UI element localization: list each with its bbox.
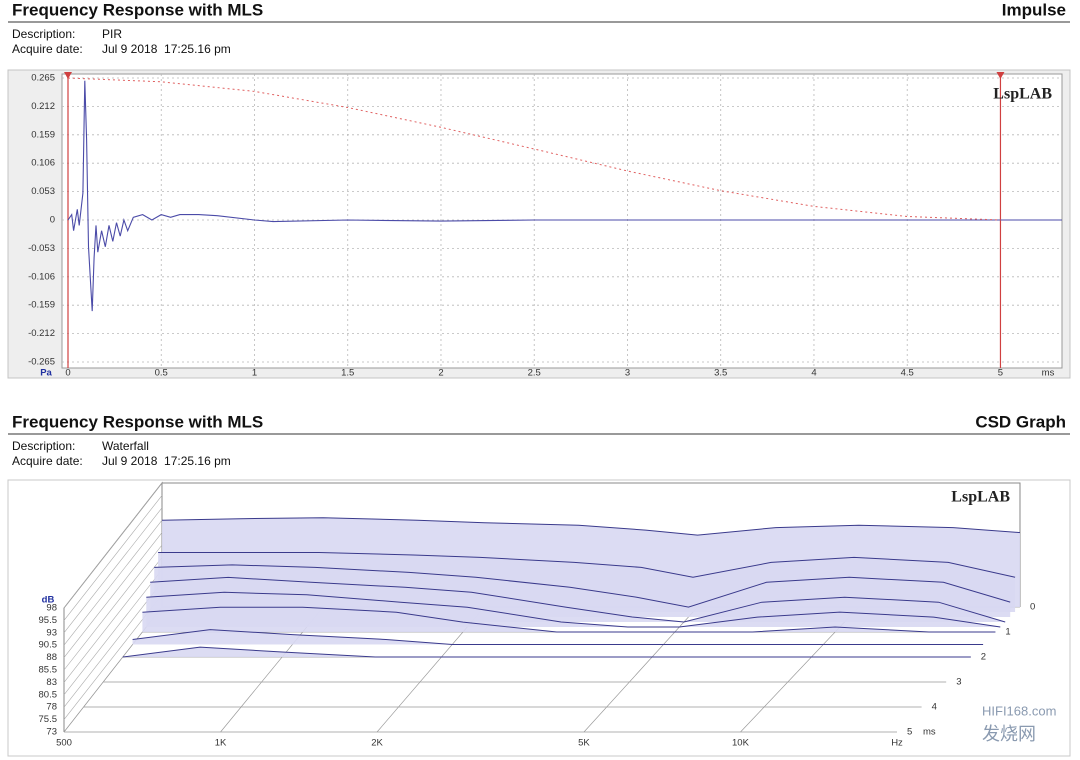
y-tick-label: 75.5 [39, 714, 58, 725]
panel-title: Frequency Response with MLS [12, 412, 263, 431]
y-tick-label: 93 [46, 627, 57, 638]
y-tick-label: -0.265 [28, 357, 55, 368]
y-tick-label: -0.106 [28, 271, 55, 282]
impulse-plot-area [61, 73, 1063, 369]
x-tick-label: 2K [371, 738, 383, 749]
series-line [67, 77, 1001, 221]
cursor-handle [64, 72, 72, 79]
date: Jul 9 2018 17:25.16 pm [102, 42, 231, 56]
slice-line [142, 606, 996, 633]
graph-name: CSD Graph [975, 412, 1066, 431]
y-tick-label: 73 [46, 727, 57, 738]
y-tick-label: 0.053 [31, 186, 55, 197]
z-tick-label: 2 [981, 652, 986, 663]
x-tick-label: 4 [811, 368, 816, 379]
x-tick-label: 5K [578, 738, 590, 749]
x-tick-label: 1.5 [341, 368, 354, 379]
wall-grid-line [63, 582, 163, 708]
x-tick-label: 0 [65, 368, 70, 379]
graph-name: Impulse [1002, 0, 1066, 19]
wall-grid-line [63, 495, 163, 621]
logo: LspLAB [951, 489, 1010, 506]
slice-line [132, 629, 984, 645]
x-tick-label: 2 [438, 368, 443, 379]
watermark-url: HIFI168.com [982, 703, 1056, 718]
y-tick-label: 0.212 [31, 101, 55, 112]
z-tick-label: 0 [1030, 602, 1035, 613]
y-axis-unit: dB [42, 595, 55, 606]
x-tick-label: 3.5 [714, 368, 727, 379]
x-tick-label: 3 [625, 368, 630, 379]
x-tick-label: 500 [56, 738, 72, 749]
z-axis-unit: ms [923, 727, 936, 738]
wall-grid-line [63, 544, 163, 671]
description-label: Description: [12, 27, 75, 41]
x-tick-label: 4.5 [901, 368, 914, 379]
y-tick-label: 0.159 [31, 129, 55, 140]
x-tick-label: 0.5 [155, 368, 168, 379]
y-tick-label: 88 [46, 652, 57, 663]
y-tick-label: 83 [46, 677, 57, 688]
description-label: Description: [12, 439, 75, 453]
wall-grid-line [63, 482, 163, 609]
floor-grid-line [583, 606, 698, 733]
watermark-name: 发烧网 [982, 724, 1036, 744]
x-tick-label: 2.5 [528, 368, 541, 379]
x-tick-label: 10K [732, 738, 750, 749]
slice-line [161, 517, 1021, 536]
y-tick-label: 95.5 [39, 615, 58, 626]
y-tick-label: 0.265 [31, 73, 55, 84]
logo: LspLAB [993, 86, 1052, 103]
y-tick-label: -0.212 [28, 328, 55, 339]
wall-grid-line [63, 507, 163, 633]
slice-area [132, 629, 984, 645]
description: PIR [102, 27, 122, 41]
slice-area [122, 647, 971, 657]
y-tick-label: -0.053 [28, 243, 55, 254]
description: Waterfall [102, 439, 149, 453]
wall-grid-line [63, 520, 163, 646]
slice-line [158, 552, 1016, 578]
slice-line [150, 576, 1006, 623]
y-tick-label: 98 [46, 603, 57, 614]
slice-area [142, 607, 996, 632]
x-tick-label: 1 [252, 368, 257, 379]
y-tick-label: 85.5 [39, 665, 58, 676]
series-line [67, 80, 1062, 312]
y-tick-label: 0 [50, 215, 55, 226]
z-tick-label: 3 [956, 677, 961, 688]
y-tick-label: 90.5 [39, 640, 58, 651]
slice-line [146, 591, 1001, 628]
x-axis-unit: Hz [891, 738, 903, 749]
date: Jul 9 2018 17:25.16 pm [102, 454, 231, 468]
z-tick-label: 4 [932, 702, 937, 713]
wall-grid-line [63, 532, 163, 658]
x-tick-label: 5 [998, 368, 1003, 379]
z-tick-label: 1 [1005, 627, 1010, 638]
y-tick-label: 80.5 [39, 689, 58, 700]
wall-grid-line [63, 569, 163, 695]
cursor-handle [996, 72, 1005, 79]
x-axis-unit: ms [1042, 368, 1055, 379]
y-tick-label: -0.159 [28, 300, 55, 311]
y-tick-label: 78 [46, 702, 57, 713]
slice-line [154, 564, 1011, 608]
date-label: Acquire date: [12, 454, 83, 468]
wall-grid-line [63, 557, 163, 683]
y-tick-label: 0.106 [31, 158, 55, 169]
slice-line [122, 646, 971, 658]
x-tick-label: 1K [215, 738, 227, 749]
date-label: Acquire date: [12, 42, 83, 56]
y-axis-unit: Pa [40, 368, 52, 379]
z-tick-label: 5 [907, 727, 912, 738]
panel-title: Frequency Response with MLS [12, 0, 263, 19]
